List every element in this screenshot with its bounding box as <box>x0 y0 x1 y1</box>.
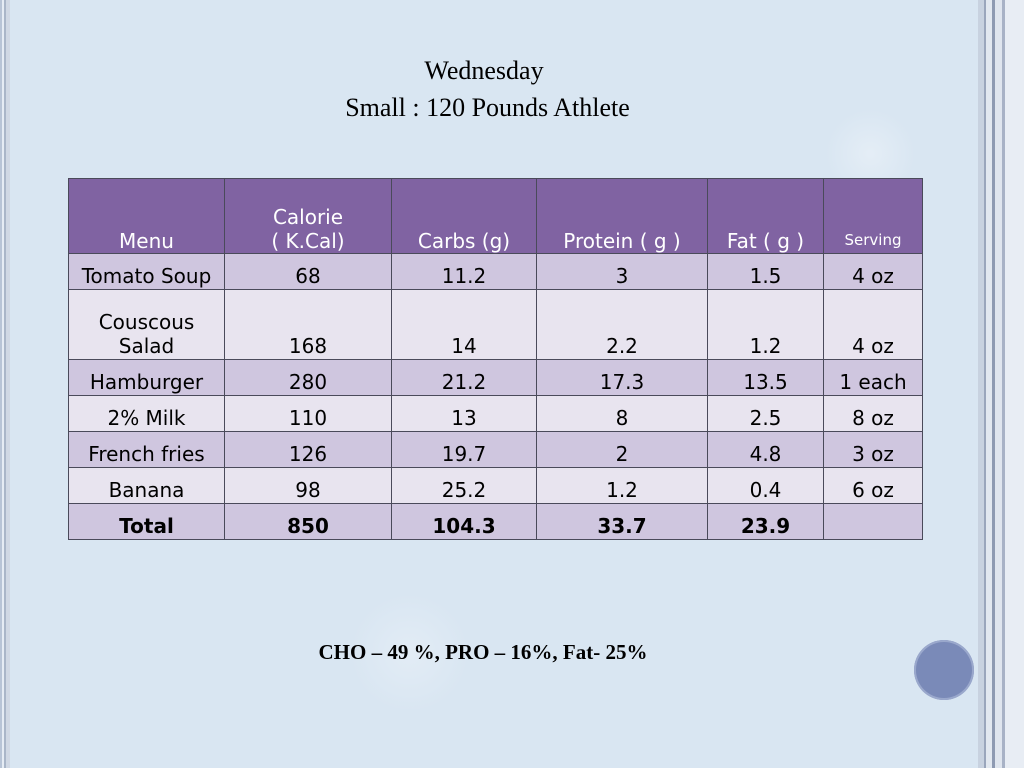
header-serving: Serving <box>823 178 923 254</box>
cell-carbs: 14 <box>391 289 537 360</box>
cell-calorie: 110 <box>224 395 392 432</box>
cell-carbs: 11.2 <box>391 253 537 290</box>
cell-menu: Hamburger <box>68 359 225 396</box>
header-menu: Menu <box>68 178 225 254</box>
cell-total-label: Total <box>68 503 225 540</box>
cell-serving: 8 oz <box>823 395 923 432</box>
cell-menu: Tomato Soup <box>68 253 225 290</box>
cell-serving: 3 oz <box>823 431 923 468</box>
table-row: 2% Milk 110 13 8 2.5 8 oz <box>68 395 923 432</box>
table-row: French fries 126 19.7 2 4.8 3 oz <box>68 431 923 468</box>
macro-ratio-summary: CHO – 49 %, PRO – 16%, Fat- 25% <box>318 640 648 664</box>
cell-fat: 4.8 <box>707 431 824 468</box>
cell-calorie: 98 <box>224 467 392 504</box>
table-row: Banana 98 25.2 1.2 0.4 6 oz <box>68 467 923 504</box>
cell-serving: 4 oz <box>823 253 923 290</box>
cell-fat: 2.5 <box>707 395 824 432</box>
table-row: Hamburger 280 21.2 17.3 13.5 1 each <box>68 359 923 396</box>
cell-serving: 6 oz <box>823 467 923 504</box>
cell-total-carbs: 104.3 <box>391 503 537 540</box>
cell-menu: Banana <box>68 467 225 504</box>
cell-protein: 17.3 <box>536 359 708 396</box>
cell-calorie: 126 <box>224 431 392 468</box>
slide-right-border <box>978 0 1024 768</box>
cell-carbs: 13 <box>391 395 537 432</box>
header-calorie: Calorie( K.Cal) <box>224 178 392 254</box>
cell-protein: 3 <box>536 253 708 290</box>
table-row: Tomato Soup 68 11.2 3 1.5 4 oz <box>68 253 923 290</box>
cell-protein: 1.2 <box>536 467 708 504</box>
nutrition-table: Menu Calorie( K.Cal) Carbs (g) Protein (… <box>68 178 923 540</box>
cell-carbs: 21.2 <box>391 359 537 396</box>
slide-subtitle: Small : 120 Pounds Athlete <box>345 93 630 122</box>
cell-fat: 13.5 <box>707 359 824 396</box>
cell-menu: 2% Milk <box>68 395 225 432</box>
cell-fat: 0.4 <box>707 467 824 504</box>
cell-total-serving <box>823 503 923 540</box>
cell-protein: 8 <box>536 395 708 432</box>
cell-protein: 2 <box>536 431 708 468</box>
cell-total-calorie: 850 <box>224 503 392 540</box>
header-fat: Fat ( g ) <box>707 178 824 254</box>
slide-title: Wednesday <box>424 56 544 85</box>
cell-calorie: 280 <box>224 359 392 396</box>
cell-total-protein: 33.7 <box>536 503 708 540</box>
cell-calorie: 68 <box>224 253 392 290</box>
slide-left-border <box>0 0 10 768</box>
cell-total-fat: 23.9 <box>707 503 824 540</box>
cell-serving: 1 each <box>823 359 923 396</box>
cell-protein: 2.2 <box>536 289 708 360</box>
cell-carbs: 19.7 <box>391 431 537 468</box>
cell-menu: French fries <box>68 431 225 468</box>
cell-menu: Couscous Salad <box>68 289 225 360</box>
cell-serving: 4 oz <box>823 289 923 360</box>
decorative-circle <box>914 640 974 700</box>
cell-fat: 1.2 <box>707 289 824 360</box>
header-protein: Protein ( g ) <box>536 178 708 254</box>
cell-fat: 1.5 <box>707 253 824 290</box>
table-row: Couscous Salad 168 14 2.2 1.2 4 oz <box>68 289 923 360</box>
cell-carbs: 25.2 <box>391 467 537 504</box>
cell-calorie: 168 <box>224 289 392 360</box>
table-total-row: Total 850 104.3 33.7 23.9 <box>68 503 923 540</box>
table-header-row: Menu Calorie( K.Cal) Carbs (g) Protein (… <box>68 178 923 254</box>
header-carbs: Carbs (g) <box>391 178 537 254</box>
